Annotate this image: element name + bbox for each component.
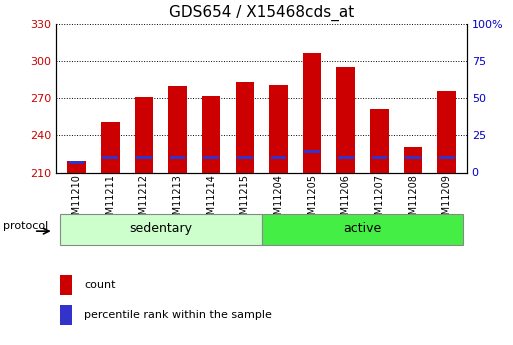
Bar bbox=[60, 305, 72, 325]
Bar bbox=[404, 147, 422, 172]
Bar bbox=[438, 91, 456, 172]
Bar bbox=[370, 109, 389, 172]
Bar bbox=[262, 214, 463, 245]
Text: percentile rank within the sample: percentile rank within the sample bbox=[84, 310, 272, 320]
Bar bbox=[170, 156, 185, 159]
Text: active: active bbox=[343, 222, 382, 235]
Bar bbox=[338, 156, 353, 159]
Bar bbox=[371, 156, 387, 159]
Bar bbox=[304, 150, 320, 153]
Bar bbox=[136, 156, 152, 159]
Bar bbox=[60, 214, 262, 245]
Bar bbox=[269, 85, 288, 172]
Text: protocol: protocol bbox=[3, 221, 48, 231]
Bar bbox=[69, 160, 85, 164]
Title: GDS654 / X15468cds_at: GDS654 / X15468cds_at bbox=[169, 5, 354, 21]
Bar bbox=[337, 67, 355, 172]
Bar bbox=[60, 275, 72, 295]
Bar bbox=[235, 82, 254, 172]
Text: sedentary: sedentary bbox=[129, 222, 192, 235]
Bar bbox=[439, 156, 455, 159]
Bar bbox=[134, 97, 153, 172]
Bar bbox=[103, 156, 118, 159]
Bar bbox=[203, 156, 219, 159]
Bar bbox=[303, 52, 321, 172]
Bar bbox=[237, 156, 253, 159]
Bar bbox=[67, 161, 86, 172]
Bar bbox=[101, 122, 120, 172]
Bar bbox=[202, 96, 221, 172]
Bar bbox=[405, 156, 421, 159]
Bar bbox=[270, 156, 286, 159]
Bar bbox=[168, 86, 187, 172]
Text: count: count bbox=[84, 280, 116, 290]
